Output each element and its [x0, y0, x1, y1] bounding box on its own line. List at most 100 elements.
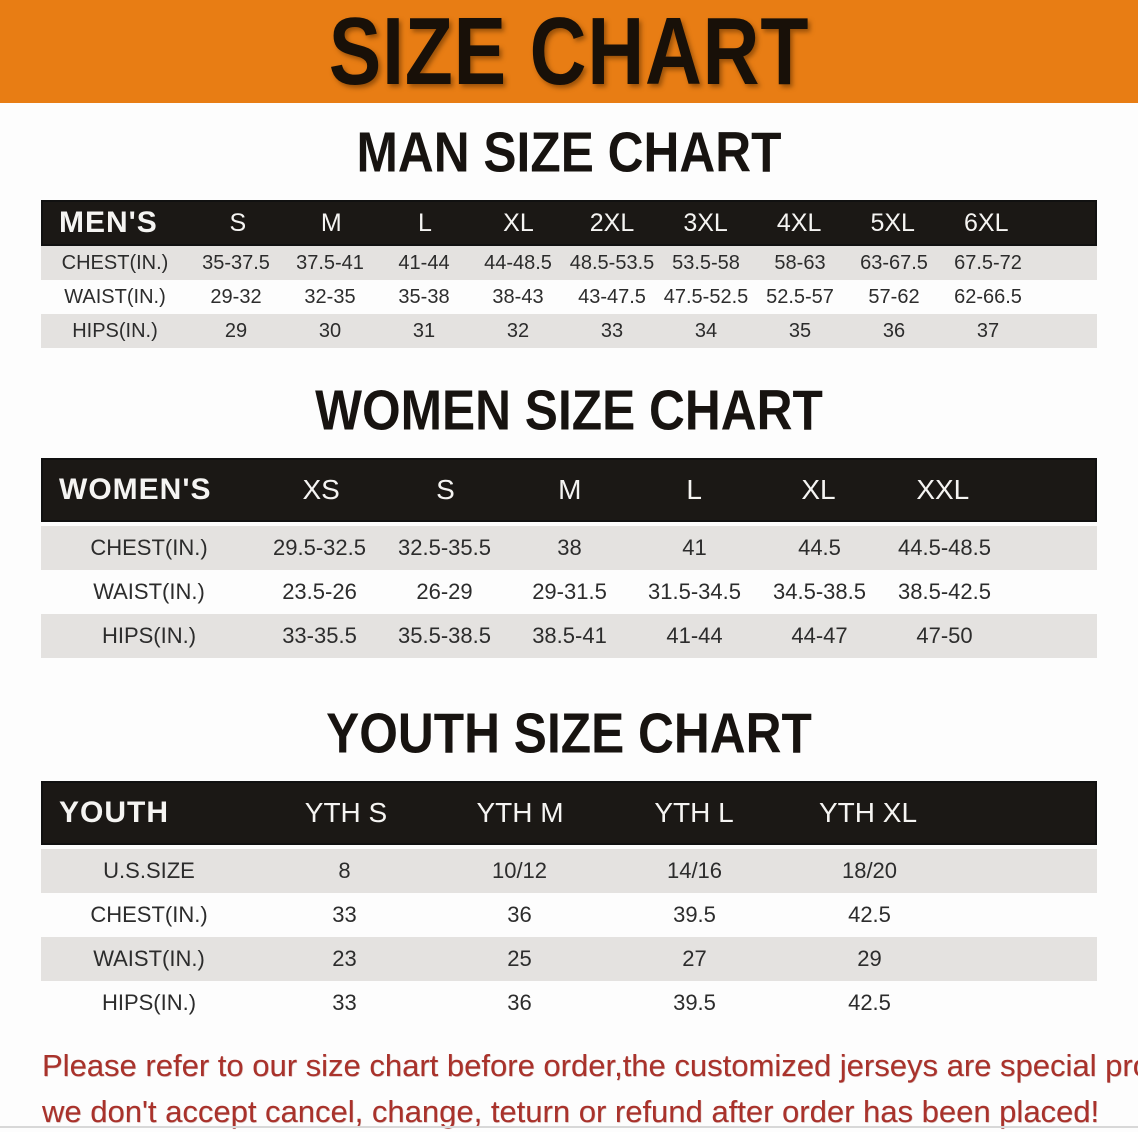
table-title-cell: YOUTH: [59, 795, 169, 829]
value-cell: 36: [507, 901, 532, 927]
youth-section-heading: YOUTH SIZE CHART: [0, 702, 1138, 766]
size-header-cell: 3XL: [683, 208, 728, 237]
value-cell: 63-67.5: [860, 251, 928, 274]
value-cell: 44.5-48.5: [898, 535, 991, 560]
table-header-row: YOUTH YTH S YTH M YTH L YTH XL: [41, 780, 1097, 845]
value-cell: 38.5-41: [532, 623, 607, 648]
value-cell: 38: [557, 535, 582, 560]
table-row: HIPS(IN.) 33-35.5 35.5-38.5 38.5-41 41-44 44-…: [41, 614, 1097, 658]
size-header-cell: 5XL: [870, 208, 915, 237]
size-header-cell: S: [436, 474, 455, 505]
value-cell: 36: [882, 319, 906, 342]
disclaimer-line-1: Please refer to our size chart before or…: [42, 1047, 1138, 1083]
value-cell: 41-44: [666, 623, 723, 648]
table-header-row: MEN'S S M L XL 2XL 3XL 4XL 5XL 6XL: [41, 200, 1097, 246]
table-row: CHEST(IN.) 29.5-32.5 32.5-35.5 38 41 44.5 44.5…: [41, 526, 1097, 570]
table-row: HIPS(IN.) 29 30 31 32 33 34 35 36 37: [41, 314, 1097, 348]
men-section-heading-text: MAN SIZE CHART: [356, 121, 782, 185]
row-label-cell: WAIST(IN.): [93, 579, 205, 604]
value-cell: 62-66.5: [954, 285, 1022, 308]
size-header-cell: XS: [302, 474, 340, 505]
value-cell: 53.5-58: [672, 251, 740, 274]
value-cell: 44.5: [798, 535, 841, 560]
disclaimer: Please refer to our size chart before or…: [0, 1043, 1138, 1132]
table-row: WAIST(IN.) 23 25 27 29: [41, 936, 1097, 981]
value-cell: 44-47: [791, 623, 848, 648]
banner: SIZE CHART: [0, 0, 1138, 103]
value-cell: 25: [507, 945, 532, 971]
table-header-row: WOMEN'S XS S M L XL XXL: [41, 458, 1097, 522]
value-cell: 38.5-42.5: [898, 579, 991, 604]
value-cell: 52.5-57: [766, 285, 834, 308]
value-cell: 29-32: [210, 285, 262, 308]
value-cell: 43-47.5: [578, 285, 646, 308]
row-label-cell: WAIST(IN.): [64, 285, 166, 308]
table-row: HIPS(IN.) 33 36 39.5 42.5: [41, 980, 1097, 1025]
table-row: CHEST(IN.) 35-37.5 37.5-41 41-44 44-48.5 48.5…: [41, 246, 1097, 280]
table-row: U.S.SIZE 8 10/12 14/16 18/20: [41, 848, 1097, 893]
disclaimer-line-2: we don't accept cancel, change, teturn o…: [42, 1093, 1100, 1129]
value-cell: 29-31.5: [532, 579, 607, 604]
value-cell: 30: [318, 319, 342, 342]
value-cell: 58-63: [774, 251, 826, 274]
value-cell: 34: [694, 319, 718, 342]
value-cell: 48.5-53.5: [569, 251, 655, 274]
value-cell: 33: [332, 989, 357, 1015]
row-label-cell: CHEST(IN.): [90, 535, 208, 560]
size-header-cell: S: [229, 208, 247, 237]
size-header-cell: YTH L: [654, 796, 734, 828]
row-label-cell: HIPS(IN.): [72, 319, 158, 342]
row-label-cell: CHEST(IN.): [61, 251, 169, 274]
row-label-cell: HIPS(IN.): [101, 989, 197, 1015]
youth-size-table: YOUTH YTH S YTH M YTH L YTH XL U.S.SIZE 8 10/12…: [41, 780, 1097, 1025]
value-cell: 41: [682, 535, 707, 560]
value-cell: 10/12: [491, 857, 548, 883]
size-header-cell: YTH S: [304, 796, 388, 828]
value-cell: 14/16: [666, 857, 723, 883]
value-cell: 29: [857, 945, 882, 971]
table-row: WAIST(IN.) 23.5-26 26-29 29-31.5 31.5-34.5 34…: [41, 570, 1097, 614]
value-cell: 44-48.5: [484, 251, 552, 274]
size-header-cell: 6XL: [964, 208, 1009, 237]
women-section-heading-text: WOMEN SIZE CHART: [315, 379, 823, 443]
men-section-heading: MAN SIZE CHART: [0, 121, 1138, 185]
size-header-cell: M: [320, 208, 342, 237]
men-size-table: MEN'S S M L XL 2XL 3XL 4XL 5XL 6XL CHEST(IN.) 35-37…: [41, 200, 1097, 348]
value-cell: 33-35.5: [282, 623, 357, 648]
value-cell: 8: [338, 857, 351, 883]
value-cell: 35-38: [398, 285, 450, 308]
row-label-cell: WAIST(IN.): [93, 945, 205, 971]
value-cell: 29.5-32.5: [273, 535, 366, 560]
value-cell: 31.5-34.5: [648, 579, 741, 604]
size-header-cell: L: [417, 208, 432, 237]
table-row: CHEST(IN.) 33 36 39.5 42.5: [41, 892, 1097, 937]
value-cell: 41-44: [398, 251, 450, 274]
value-cell: 36: [507, 989, 532, 1015]
table-title-cell: MEN'S: [59, 206, 158, 239]
banner-title: SIZE CHART: [328, 0, 810, 103]
value-cell: 27: [682, 945, 707, 971]
value-cell: 26-29: [416, 579, 473, 604]
size-header-cell: YTH M: [476, 796, 564, 828]
value-cell: 34.5-38.5: [773, 579, 866, 604]
value-cell: 33: [600, 319, 624, 342]
value-cell: 39.5: [673, 989, 716, 1015]
size-header-cell: YTH XL: [818, 796, 918, 828]
row-label-cell: HIPS(IN.): [101, 623, 197, 648]
size-header-cell: L: [686, 474, 702, 505]
value-cell: 37: [976, 319, 1000, 342]
value-cell: 23: [332, 945, 357, 971]
value-cell: 42.5: [848, 901, 891, 927]
size-header-cell: 4XL: [776, 208, 822, 237]
row-label-cell: CHEST(IN.): [90, 901, 208, 927]
women-section-heading: WOMEN SIZE CHART: [0, 379, 1138, 443]
size-header-cell: XXL: [916, 474, 970, 505]
size-header-cell: XL: [503, 208, 534, 237]
value-cell: 35-37.5: [202, 251, 270, 274]
value-cell: 32.5-35.5: [398, 535, 491, 560]
value-cell: 32: [506, 319, 530, 342]
value-cell: 35.5-38.5: [398, 623, 491, 648]
youth-section-heading-text: YOUTH SIZE CHART: [326, 702, 812, 766]
value-cell: 57-62: [868, 285, 920, 308]
